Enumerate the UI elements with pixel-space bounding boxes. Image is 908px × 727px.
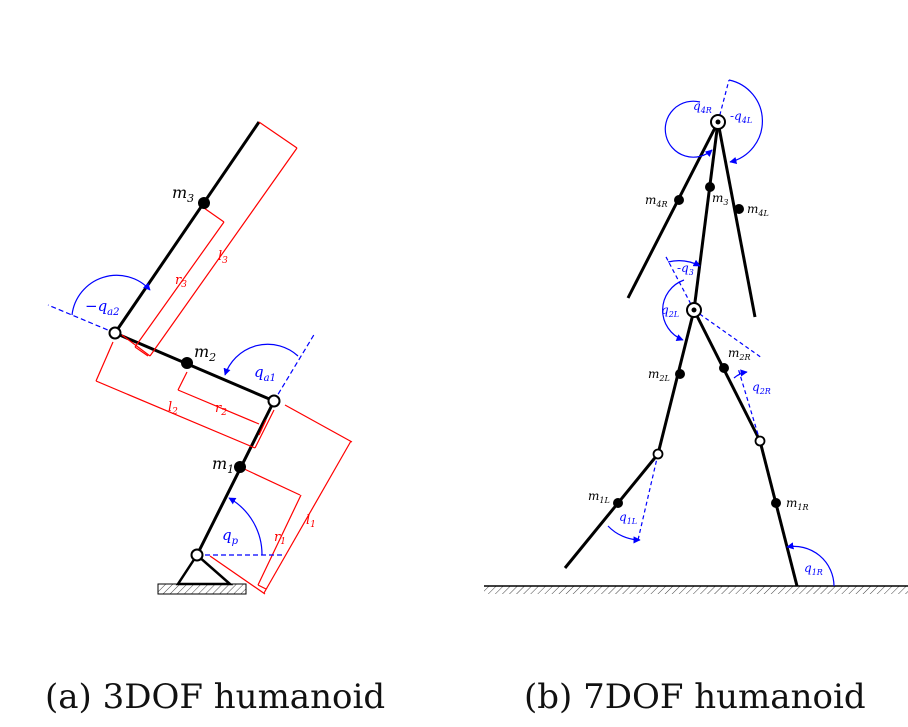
link-middle <box>114 331 275 403</box>
label-q1L: q1L <box>619 510 637 526</box>
joint-ankle <box>190 548 204 562</box>
base-support <box>175 553 234 586</box>
link-thigh-left <box>656 309 696 455</box>
link-upper <box>113 121 261 334</box>
label-r2: r2 <box>215 401 227 418</box>
label-m3: m3 <box>172 183 194 205</box>
mass-m2R <box>719 363 729 373</box>
angle-markers-left <box>47 274 316 556</box>
joint-knee-right <box>754 435 766 447</box>
link-thigh-right <box>692 309 762 442</box>
dimension-lines <box>95 121 353 595</box>
label-r3: r3 <box>175 273 187 290</box>
diagram-3dof: m1 m2 m3 l1 r1 l2 r2 l3 r3 qp qa1 −qa2 (… <box>45 121 385 717</box>
label-q4L: -q4L <box>730 109 752 125</box>
label-r1: r1 <box>274 530 286 547</box>
mass-m1L <box>613 498 623 508</box>
angle-markers-right <box>607 79 835 587</box>
link-torso <box>692 121 720 311</box>
label-qp: qp <box>222 526 239 547</box>
label-m2L: m2L <box>648 367 670 383</box>
label-m1R: m1R <box>786 496 809 512</box>
mass-m2 <box>181 357 193 369</box>
diagram-7dof: m4R m3 m4L m2L m2R m1L m1R q4R -q4L -q3 … <box>484 79 908 717</box>
ground-hatch-right <box>484 586 908 594</box>
ground-hatch-left <box>157 583 247 595</box>
label-l2: l2 <box>168 400 178 417</box>
label-m4R: m4R <box>645 193 668 209</box>
joint-hip <box>108 326 122 340</box>
label-q2L: q2L <box>661 303 679 319</box>
mass-m1R <box>771 498 781 508</box>
joint-shoulder-inner <box>715 119 721 125</box>
label-m2R: m2R <box>728 346 751 362</box>
mass-m1 <box>234 461 246 473</box>
label-q1R: q1R <box>804 561 823 577</box>
joint-knee-left <box>652 448 664 460</box>
label-m1L: m1L <box>588 489 610 505</box>
joint-knee <box>267 394 281 408</box>
mass-m4L <box>734 204 744 214</box>
mass-m2L <box>675 369 685 379</box>
caption-right: (b) 7DOF humanoid <box>524 677 866 717</box>
label-q3: -q3 <box>677 261 694 277</box>
label-m1: m1 <box>212 454 234 476</box>
mass-m3 <box>198 197 210 209</box>
caption-left: (a) 3DOF humanoid <box>45 677 385 717</box>
mass-m3 <box>705 182 715 192</box>
mass-m4R <box>674 195 684 205</box>
label-q4R: q4R <box>693 99 712 115</box>
link-shank-right <box>758 440 799 587</box>
link-lower <box>195 400 276 556</box>
joint-hip-inner <box>691 307 697 313</box>
label-qa1: qa1 <box>254 363 276 384</box>
link-arm-left <box>716 121 757 318</box>
link-arm-right <box>626 121 720 299</box>
label-l1: l1 <box>306 513 316 530</box>
label-m4L: m4L <box>747 202 769 218</box>
label-q2R: q2R <box>752 380 771 396</box>
label-m3: m3 <box>712 191 728 207</box>
label-m2: m2 <box>194 342 216 364</box>
link-shank-left <box>563 453 660 569</box>
label-l3: l3 <box>218 249 228 266</box>
label-qa2: −qa2 <box>85 297 120 318</box>
